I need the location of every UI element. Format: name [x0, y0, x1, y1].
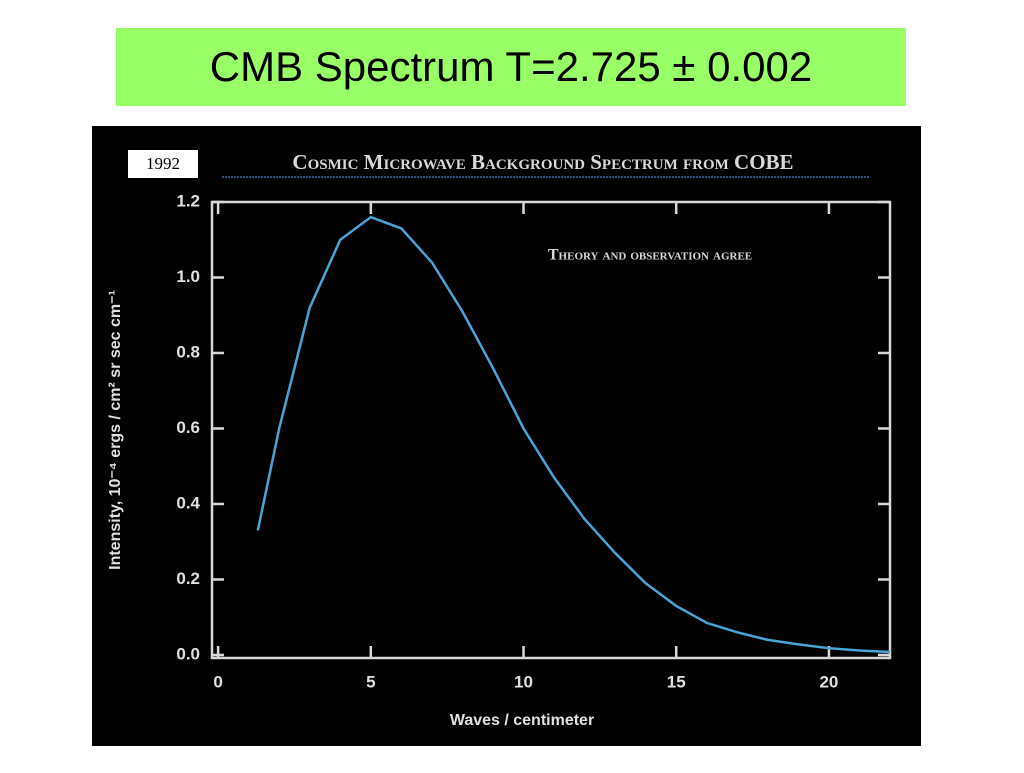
chart-title: Cosmic Microwave Background Spectrum fro… — [292, 150, 793, 174]
image-panel — [92, 126, 921, 746]
y-tick-label: 0.4 — [176, 493, 200, 512]
y-tick-label: 0.2 — [176, 569, 200, 588]
spectrum-line — [256, 215, 891, 654]
slide-title: CMB Spectrum T=2.725 ± 0.002 — [210, 43, 812, 90]
x-tick-label: 0 — [213, 672, 222, 691]
title-box — [116, 28, 906, 106]
y-axis-label: Intensity, 10⁻⁴ ergs / cm² sr sec cm⁻¹ — [107, 290, 124, 570]
x-tick-label: 5 — [366, 672, 375, 691]
y-tick-label: 1.2 — [176, 191, 200, 210]
badge-box — [128, 150, 198, 178]
y-tick-label: 0.8 — [176, 342, 200, 361]
badge: 1992 — [146, 154, 180, 173]
x-tick-label: 15 — [667, 672, 686, 691]
y-tick-label: 0.6 — [176, 418, 200, 437]
y-tick-label: 1.0 — [176, 267, 200, 286]
y-tick-label: 0.0 — [176, 644, 200, 663]
x-axis-label: Waves / centimeter — [450, 712, 594, 729]
annotation: Theory and observation agree — [548, 247, 752, 264]
plot-frame — [210, 200, 892, 660]
x-tick-label: 10 — [514, 672, 533, 691]
x-tick-label: 20 — [819, 672, 838, 691]
